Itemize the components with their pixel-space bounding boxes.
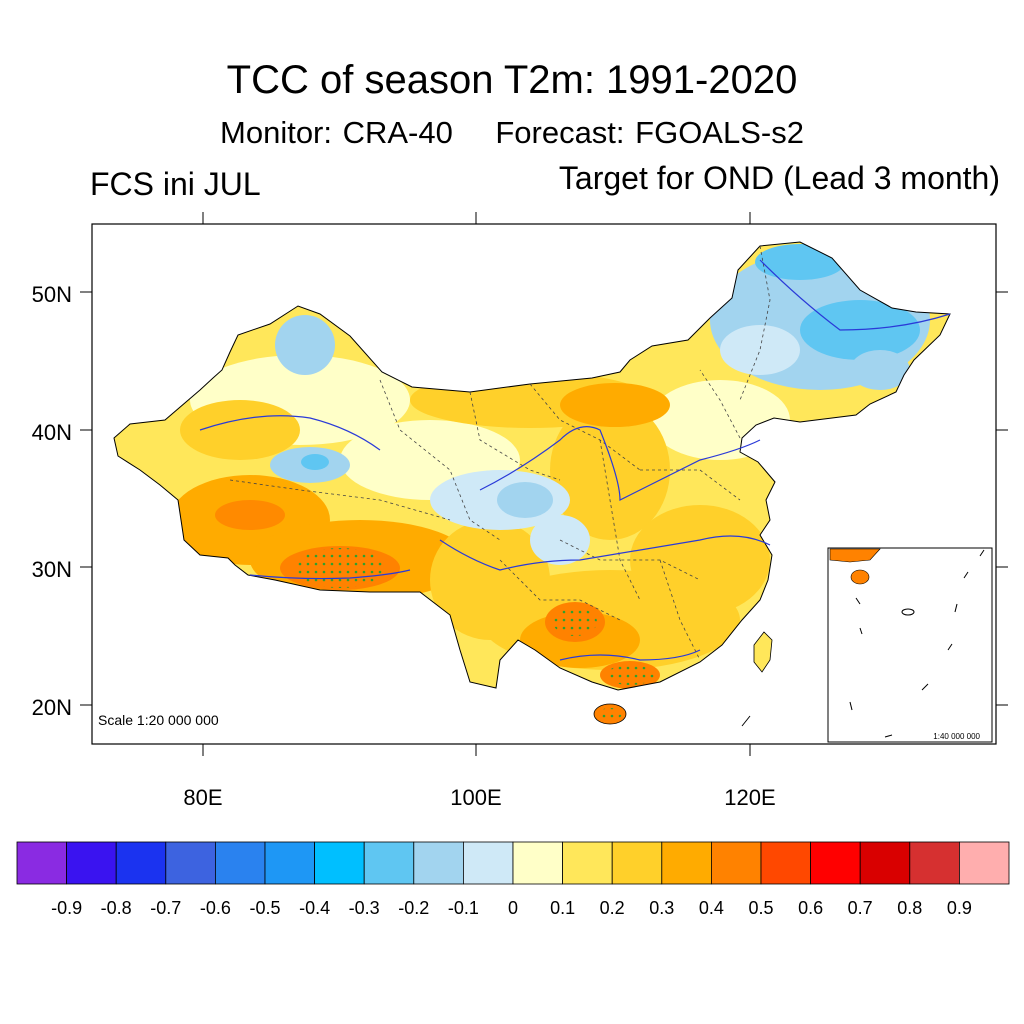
init-label: FCS ini JUL — [90, 166, 261, 202]
colorbar-label: -0.8 — [101, 898, 132, 918]
colorbar-swatch — [462, 841, 514, 885]
islands — [741, 715, 751, 727]
colorbar-swatch — [214, 841, 266, 885]
colorbar-label: 0.5 — [748, 898, 773, 918]
rivers — [199, 259, 951, 661]
colorbar-label: 0.9 — [947, 898, 972, 918]
lon-ticks — [202, 212, 751, 756]
lat-ticks — [80, 291, 1008, 706]
colorbar-swatch — [314, 841, 365, 885]
colorbar-label: 0.4 — [699, 898, 724, 918]
colorbar-swatch — [66, 841, 117, 885]
colorbar-swatch — [165, 841, 216, 885]
colorbar-label: -0.6 — [200, 898, 231, 918]
colorbar-swatch — [909, 841, 960, 885]
lon-label-120e: 120E — [724, 785, 775, 810]
china-border — [113, 241, 951, 691]
colorbar-label: 0 — [508, 898, 518, 918]
taiwan-island — [753, 631, 773, 673]
colorbar-swatch — [859, 841, 911, 885]
colorbar-label: -0.1 — [448, 898, 479, 918]
colorbar-label: -0.7 — [150, 898, 181, 918]
colorbar-swatch — [760, 841, 811, 885]
colorbar-swatch — [413, 841, 464, 885]
colorbar-swatch — [512, 841, 563, 885]
colorbar-swatch — [16, 841, 67, 885]
colorbar-label: 0.6 — [798, 898, 823, 918]
colorbar-swatch — [611, 841, 663, 885]
colorbar-label: -0.5 — [249, 898, 280, 918]
inset-scale-label: 1:40 000 000 — [933, 732, 980, 741]
forecast-label: Forecast: FGOALS-s2 — [495, 115, 804, 150]
colorbar-swatch — [115, 841, 167, 885]
scale-label: Scale 1:20 000 000 — [98, 712, 219, 728]
figure-subtitle: Monitor: CRA-40 Forecast: FGOALS-s2 — [0, 115, 1024, 151]
colorbar-swatch — [810, 841, 861, 885]
colorbar-label: 0.8 — [897, 898, 922, 918]
colorbar-label: -0.2 — [398, 898, 429, 918]
hainan-stipple — [598, 708, 622, 720]
monitor-label: Monitor: CRA-40 — [220, 115, 453, 150]
colorbar-label: 0.7 — [848, 898, 873, 918]
figure-title: TCC of season T2m: 1991-2020 — [226, 58, 798, 102]
south-china-sea-inset: 1:40 000 000 — [827, 547, 993, 743]
colorbar-label: 0.2 — [600, 898, 625, 918]
colorbar-label: 0.3 — [649, 898, 674, 918]
lon-label-100e: 100E — [450, 785, 501, 810]
colorbar-label: -0.4 — [299, 898, 330, 918]
colorbar: -0.9 -0.8 -0.7 -0.6 -0.5 -0.4 -0.3 -0.2 -0.1 0 0.1… — [16, 841, 1010, 918]
colorbar-swatch — [959, 841, 1010, 885]
province-boundaries — [229, 245, 771, 661]
colorbar-swatch — [661, 841, 712, 885]
lat-label-40n: 40N — [32, 420, 72, 445]
colorbar-label: -0.3 — [349, 898, 380, 918]
target-label: Target for OND (Lead 3 month) — [558, 160, 1000, 196]
colorbar-swatch — [363, 841, 415, 885]
colorbar-swatch — [711, 841, 762, 885]
lat-label-30n: 30N — [32, 557, 72, 582]
colorbar-label: -0.9 — [51, 898, 82, 918]
colorbar-label: 0.1 — [550, 898, 575, 918]
colorbar-swatch — [264, 841, 315, 885]
colorbar-swatch — [562, 841, 613, 885]
lat-label-20n: 20N — [32, 695, 72, 720]
lon-label-80e: 80E — [183, 785, 222, 810]
lat-label-50n: 50N — [32, 282, 72, 307]
